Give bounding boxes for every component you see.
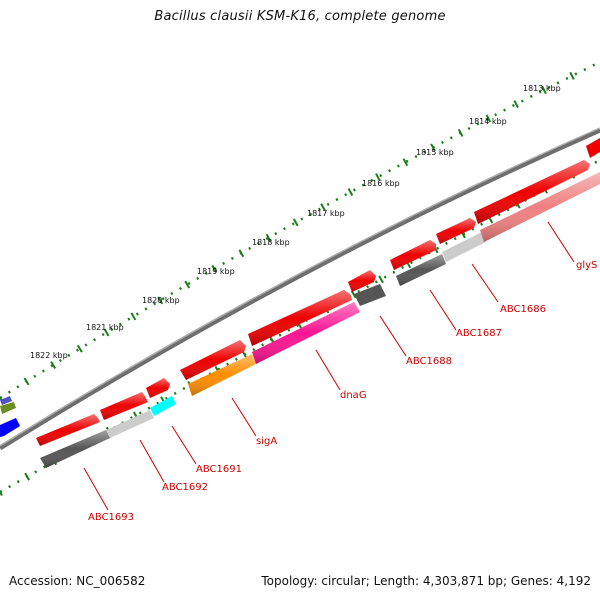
ruler-tick bbox=[265, 233, 272, 242]
ruler-tick bbox=[157, 296, 164, 305]
ruler-tick bbox=[76, 344, 83, 353]
gene-glys-block-shade bbox=[480, 172, 600, 242]
gene-dnag-block-shade bbox=[252, 302, 360, 364]
genome-backbone-highlight bbox=[0, 127, 600, 447]
ruler-label: 1819 kbp bbox=[197, 267, 235, 276]
feature-left-blue[interactable] bbox=[0, 418, 20, 437]
ruler-tick bbox=[378, 275, 384, 284]
ruler-label: 1816 kbp bbox=[362, 179, 400, 188]
feature-red-6-shade bbox=[348, 270, 376, 292]
feature-red-4-shade bbox=[180, 340, 246, 380]
feature-left-purple[interactable] bbox=[0, 396, 12, 405]
ruler-tick bbox=[402, 158, 409, 167]
ruler-tick bbox=[513, 100, 519, 109]
ruler-label: 1813 kbp bbox=[523, 84, 561, 93]
feature-red-2-shade bbox=[100, 392, 148, 420]
ruler-tick bbox=[238, 249, 245, 258]
gene-abc1686-block[interactable] bbox=[442, 232, 486, 262]
ruler-label: 1821 kbp bbox=[86, 323, 124, 332]
gene-abc1688-block[interactable] bbox=[354, 284, 386, 306]
gene-label-abc1686[interactable]: ABC1686 bbox=[500, 304, 546, 315]
feature-red-7-shade bbox=[390, 240, 436, 270]
ruler-tick bbox=[211, 264, 218, 273]
gene-label-glys[interactable]: glyS bbox=[576, 260, 597, 271]
ruler-label: 1817 kbp bbox=[307, 209, 345, 218]
gene-label-abc1691[interactable]: ABC1691 bbox=[196, 464, 242, 475]
genome-backbone bbox=[0, 127, 600, 451]
ruler-tick bbox=[541, 85, 547, 94]
ruler-label: 1820 kbp bbox=[142, 296, 180, 305]
feature-red-1-shade bbox=[36, 414, 100, 446]
gene-label-siga[interactable]: sigA bbox=[256, 436, 277, 447]
ruler-tick bbox=[0, 489, 3, 496]
gene-abc1693-block-shade bbox=[40, 430, 110, 468]
accession-text: Accession: NC_006582 bbox=[9, 574, 146, 588]
ruler-tick bbox=[103, 328, 110, 337]
ruler-ticks bbox=[0, 71, 576, 496]
gene-label-abc1693[interactable]: ABC1693 bbox=[88, 512, 134, 523]
feature-red-3-shade bbox=[146, 378, 170, 398]
ruler-labels: 1813 kbp 1814 kbp 1815 kbp 1816 kbp 1817 kbp… bbox=[30, 84, 561, 360]
gene-abc1692-block[interactable] bbox=[106, 410, 154, 438]
feature-red-8-shade bbox=[436, 218, 476, 244]
ruler-tick bbox=[23, 377, 30, 386]
ruler-tick bbox=[350, 290, 357, 299]
ruler-label: 1818 kbp bbox=[252, 238, 290, 247]
gene-label-abc1687[interactable]: ABC1687 bbox=[456, 328, 502, 339]
gene-labels: glyS ABC1686 ABC1687 ABC1688 dnaG sigA A… bbox=[88, 260, 597, 523]
ruler-label: 1815 kbp bbox=[416, 148, 454, 157]
topology-text: Topology: circular; Length: 4,303,871 bp… bbox=[261, 574, 591, 588]
gene-siga-block-shade bbox=[188, 354, 256, 396]
ruler-tick bbox=[430, 143, 436, 152]
gene-label-abc1692[interactable]: ABC1692 bbox=[162, 482, 208, 493]
outer-ruler-arc bbox=[0, 60, 600, 400]
ruler-tick bbox=[457, 128, 464, 137]
ruler-tick bbox=[130, 312, 137, 321]
gene-label-leaders bbox=[83, 221, 575, 511]
ruler-tick bbox=[292, 218, 299, 227]
ruler-label: 1822 kbp bbox=[30, 351, 68, 360]
feature-left-olive[interactable] bbox=[0, 402, 16, 414]
ruler-tick bbox=[24, 472, 30, 481]
gene-label-dnag[interactable]: dnaG bbox=[340, 390, 367, 401]
ruler-tick bbox=[347, 188, 354, 197]
feature-track bbox=[0, 138, 600, 468]
ruler-tick bbox=[375, 173, 381, 182]
ruler-tick bbox=[184, 280, 191, 289]
gene-abc1687-block-shade bbox=[396, 254, 446, 286]
feature-red-10[interactable] bbox=[586, 138, 600, 158]
gene-label-abc1688[interactable]: ABC1688 bbox=[406, 356, 452, 367]
ruler-tick bbox=[485, 114, 492, 123]
gene-abc1691-block[interactable] bbox=[150, 396, 176, 416]
ruler-tick bbox=[569, 71, 575, 80]
ruler-tick bbox=[50, 361, 57, 369]
ruler-tick bbox=[320, 203, 326, 212]
ruler-label: 1814 kbp bbox=[469, 117, 507, 126]
feature-red-9-shade bbox=[474, 160, 590, 224]
feature-red-5-shade bbox=[248, 290, 352, 346]
map-title: Bacillus clausii KSM-K16, complete genom… bbox=[154, 9, 446, 24]
